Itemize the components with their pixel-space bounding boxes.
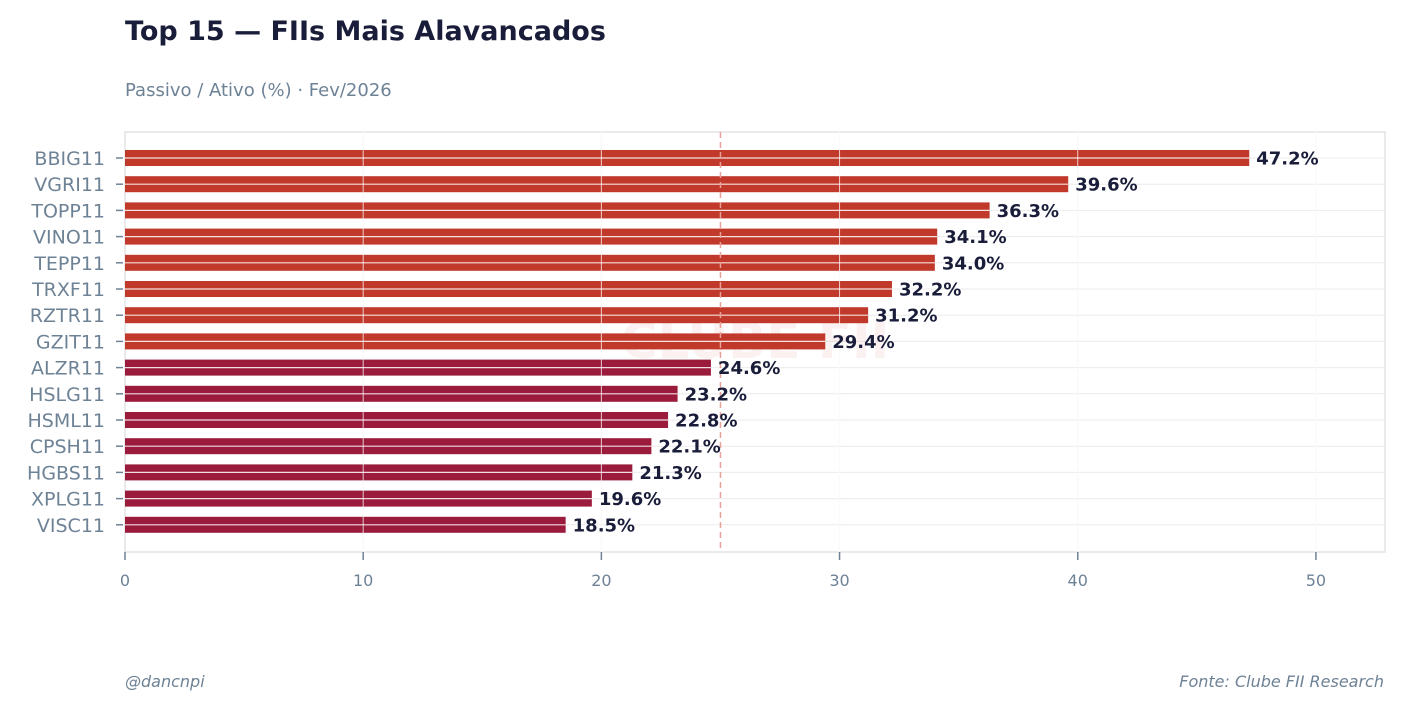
y-tick-label: BBIG11 xyxy=(34,148,105,170)
chart-title: Top 15 — FIIs Mais Alavancados xyxy=(125,16,606,47)
data-label: 19.6% xyxy=(599,489,661,510)
data-label: 22.1% xyxy=(658,437,720,458)
y-tick-label: TEPP11 xyxy=(33,253,105,275)
data-label: 18.5% xyxy=(573,515,635,536)
x-tick-label: 20 xyxy=(591,571,611,590)
y-tick-label: VISC11 xyxy=(37,515,105,537)
y-tick-label: XPLG11 xyxy=(31,489,105,511)
y-tick-label: TRXF11 xyxy=(31,279,105,301)
data-label: 34.0% xyxy=(942,253,1004,274)
x-tick-label: 30 xyxy=(829,571,849,590)
y-tick-label: TOPP11 xyxy=(30,200,105,222)
y-tick-label: HSML11 xyxy=(27,410,105,432)
y-tick-label: GZIT11 xyxy=(36,331,105,353)
data-label: 23.2% xyxy=(685,384,747,405)
data-label: 22.8% xyxy=(675,411,737,432)
author-handle: @dancnpi xyxy=(125,672,205,691)
data-label: 21.3% xyxy=(639,463,701,484)
x-tick-label: 40 xyxy=(1068,571,1088,590)
x-tick-label: 50 xyxy=(1306,571,1326,590)
data-label: 47.2% xyxy=(1256,149,1318,170)
y-tick-label: CPSH11 xyxy=(30,436,105,458)
y-tick-label: HSLG11 xyxy=(29,384,105,406)
chart-subtitle: Passivo / Ativo (%) · Fev/2026 xyxy=(125,80,392,101)
y-tick-label: VINO11 xyxy=(33,227,105,249)
x-tick-label: 0 xyxy=(120,571,130,590)
source-credit: Fonte: Clube FII Research xyxy=(1179,672,1384,691)
x-tick-label: 10 xyxy=(353,571,373,590)
data-label: 24.6% xyxy=(718,358,780,379)
data-label: 29.4% xyxy=(832,332,894,353)
y-tick-label: HGBS11 xyxy=(27,462,105,484)
data-label: 36.3% xyxy=(997,201,1059,222)
y-tick-label: VGRI11 xyxy=(34,174,105,196)
data-label: 31.2% xyxy=(875,306,937,327)
data-label: 32.2% xyxy=(899,280,961,301)
data-label: 34.1% xyxy=(944,227,1006,248)
data-label: 39.6% xyxy=(1075,175,1137,196)
y-tick-label: ALZR11 xyxy=(31,358,105,380)
y-tick-label: RZTR11 xyxy=(30,305,105,327)
